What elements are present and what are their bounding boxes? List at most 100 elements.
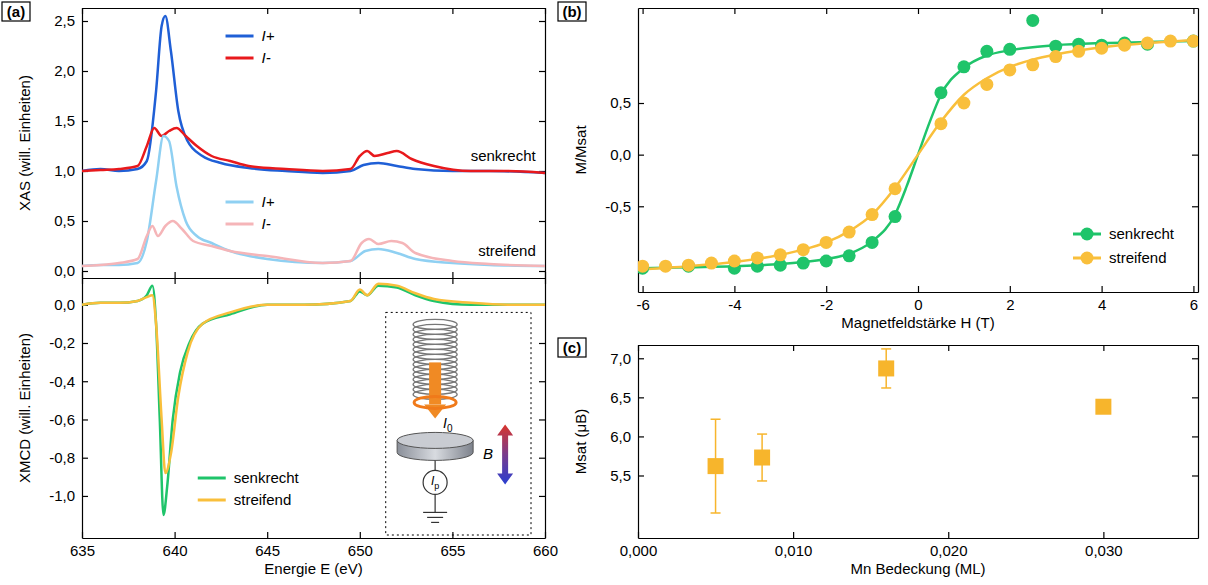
tick-mark (1193, 286, 1194, 292)
data-point (1026, 58, 1039, 71)
axis-top (83, 278, 546, 284)
tick-mark (638, 155, 644, 156)
tick-label: 5,5 (610, 467, 631, 484)
ammeter (423, 470, 447, 494)
data-point (878, 360, 894, 376)
data-point (1026, 14, 1039, 27)
tick-mark (638, 103, 644, 104)
tick-label: 650 (348, 542, 373, 559)
tick (175, 8, 176, 14)
data-point (797, 243, 810, 256)
tick-mark (360, 278, 361, 284)
tick-mark (82, 21, 88, 22)
tick-mark (1010, 8, 1011, 14)
legend-label: I+ (262, 27, 275, 44)
axis-line (82, 279, 83, 539)
tick-mark (452, 8, 453, 14)
tick: 0,5 (54, 212, 88, 229)
tick-mark (734, 8, 735, 14)
tick-mark (948, 345, 949, 351)
tick-mark (1192, 397, 1198, 398)
tick (918, 8, 919, 14)
tick-mark (539, 419, 545, 420)
tick-mark (82, 221, 88, 222)
x-axis-title: Energie E (eV) (264, 560, 362, 577)
plot-area (82, 16, 545, 266)
tick: 0,030 (1085, 532, 1123, 559)
series-line (82, 221, 545, 266)
axis-top (83, 8, 546, 14)
axis-line (639, 345, 1199, 346)
series-line (82, 286, 545, 515)
tick (539, 221, 545, 222)
data-point (638, 260, 649, 273)
panel-letter: (a) (2, 2, 30, 21)
legend-entry: I- (226, 215, 271, 232)
beam (429, 362, 441, 404)
tick-mark (539, 381, 545, 382)
error-bar-cap (881, 387, 891, 389)
tick-label: 6,0 (610, 428, 631, 445)
tick-label: 0,0 (610, 146, 631, 163)
tick-mark (948, 532, 949, 538)
legend-entry: I- (226, 49, 271, 66)
tick (360, 8, 361, 14)
tick-mark (175, 272, 176, 278)
tick-label: 0,000 (620, 542, 658, 559)
tick-label: 655 (440, 542, 465, 559)
data-point (843, 249, 856, 262)
tick-label: 2 (1006, 296, 1014, 313)
data-point (1187, 35, 1198, 48)
axis-right (539, 279, 546, 539)
data-point (820, 255, 833, 268)
axis-right (539, 9, 546, 279)
sample-top (397, 432, 473, 448)
tick (1102, 8, 1103, 14)
tick (267, 278, 268, 284)
x-axis-title: Mn Bedeckung (ML) (850, 560, 985, 577)
tick-mark (1010, 286, 1011, 292)
wire (435, 460, 436, 470)
tick-mark (638, 397, 644, 398)
tick-label: -0,5 (605, 198, 631, 215)
data-point (957, 60, 970, 73)
tick-label: 0 (914, 296, 922, 313)
tick: 650 (348, 532, 373, 559)
axis-left: 5,56,06,57,0 (610, 346, 644, 539)
tick: 0,010 (775, 532, 813, 559)
tick: 2,5 (54, 12, 88, 29)
axis-bottom (83, 272, 546, 279)
tick-mark (82, 343, 88, 344)
tick (267, 272, 268, 278)
x-axis-title: Magnetfeldstärke H (T) (841, 314, 994, 331)
data-point (889, 182, 902, 195)
data-point (682, 259, 695, 272)
ground (431, 522, 439, 523)
tick (1192, 206, 1198, 207)
tick (360, 278, 361, 284)
y-axis-title: XAS (will. Einheiten) (16, 75, 33, 211)
data-point (1049, 50, 1062, 63)
tick-mark (638, 475, 644, 476)
tick: -0,6 (49, 411, 88, 428)
tick-label: 0,0 (54, 262, 75, 279)
data-point (1164, 35, 1177, 48)
axis-bottom: 0,0000,0100,0200,030 (620, 532, 1199, 559)
tick-mark (175, 8, 176, 14)
panel-letter-text: (c) (563, 339, 581, 356)
legend-entry: senkrecht (1073, 225, 1175, 242)
axis-line (639, 292, 1199, 293)
tick (1192, 436, 1198, 437)
legend-label: I- (262, 215, 271, 232)
legend-swatch (226, 35, 254, 38)
series-line (82, 16, 545, 173)
tick-mark (1103, 532, 1104, 538)
inset-label: I0 (443, 415, 453, 434)
data-point (820, 236, 833, 249)
legend-swatch (226, 57, 254, 60)
ground (423, 512, 447, 513)
figure: 0,00,51,01,52,02,5XAS (will. Einheiten)(… (0, 0, 1208, 585)
tick-mark (267, 532, 268, 538)
tick (539, 21, 545, 22)
tick-label: 2,5 (54, 12, 75, 29)
